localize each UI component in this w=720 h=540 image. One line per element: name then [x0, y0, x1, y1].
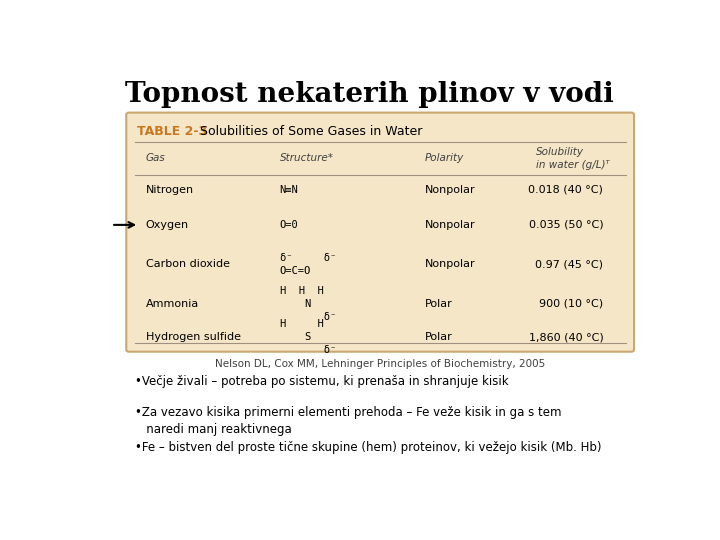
Text: 0.018 (40 °C): 0.018 (40 °C): [528, 185, 603, 194]
Text: H  H  H
    N
       δ⁻: H H H N δ⁻: [280, 286, 336, 322]
Text: •Večje živali – potreba po sistemu, ki prenaša in shranjuje kisik: •Večje živali – potreba po sistemu, ki p…: [135, 375, 508, 388]
Text: Nitrogen: Nitrogen: [145, 185, 194, 194]
Text: Nonpolar: Nonpolar: [425, 220, 475, 230]
Text: Solubility
in water (g/L)ᵀ: Solubility in water (g/L)ᵀ: [536, 147, 610, 170]
FancyBboxPatch shape: [126, 113, 634, 352]
Text: Carbon dioxide: Carbon dioxide: [145, 259, 230, 269]
Text: Polarity: Polarity: [425, 153, 464, 164]
Text: TABLE 2-3: TABLE 2-3: [138, 125, 207, 138]
Text: O=0: O=0: [280, 220, 299, 230]
Text: 0.035 (50 °C): 0.035 (50 °C): [528, 220, 603, 230]
Text: •Fe – bistven del proste tične skupine (hem) proteinov, ki vežejo kisik (Mb. Hb): •Fe – bistven del proste tične skupine (…: [135, 441, 601, 454]
Text: Structure*: Structure*: [280, 153, 334, 164]
Text: Nonpolar: Nonpolar: [425, 259, 475, 269]
Text: H     H
    S
       δ⁻: H H S δ⁻: [280, 319, 336, 355]
Text: Solubilities of Some Gases in Water: Solubilities of Some Gases in Water: [188, 125, 422, 138]
Text: Polar: Polar: [425, 332, 453, 342]
Text: Nonpolar: Nonpolar: [425, 185, 475, 194]
Text: Ammonia: Ammonia: [145, 299, 199, 309]
Text: 1,860 (40 °C): 1,860 (40 °C): [528, 332, 603, 342]
Text: Gas: Gas: [145, 153, 166, 164]
Text: N≡N: N≡N: [280, 185, 299, 194]
Text: Topnost nekaterih plinov v vodi: Topnost nekaterih plinov v vodi: [125, 82, 613, 109]
Text: Hydrogen sulfide: Hydrogen sulfide: [145, 332, 240, 342]
Text: •Za vezavo kisika primerni elementi prehoda – Fe veže kisik in ga s tem
   nared: •Za vezavo kisika primerni elementi preh…: [135, 406, 561, 436]
Text: Nelson DL, Cox MM, Lehninger Principles of Biochemistry, 2005: Nelson DL, Cox MM, Lehninger Principles …: [215, 359, 545, 369]
Text: 900 (10 °C): 900 (10 °C): [539, 299, 603, 309]
Text: 0.97 (45 °C): 0.97 (45 °C): [536, 259, 603, 269]
Text: δ⁻     δ⁻
O=C=O: δ⁻ δ⁻ O=C=O: [280, 253, 336, 276]
Text: Polar: Polar: [425, 299, 453, 309]
Text: Oxygen: Oxygen: [145, 220, 189, 230]
